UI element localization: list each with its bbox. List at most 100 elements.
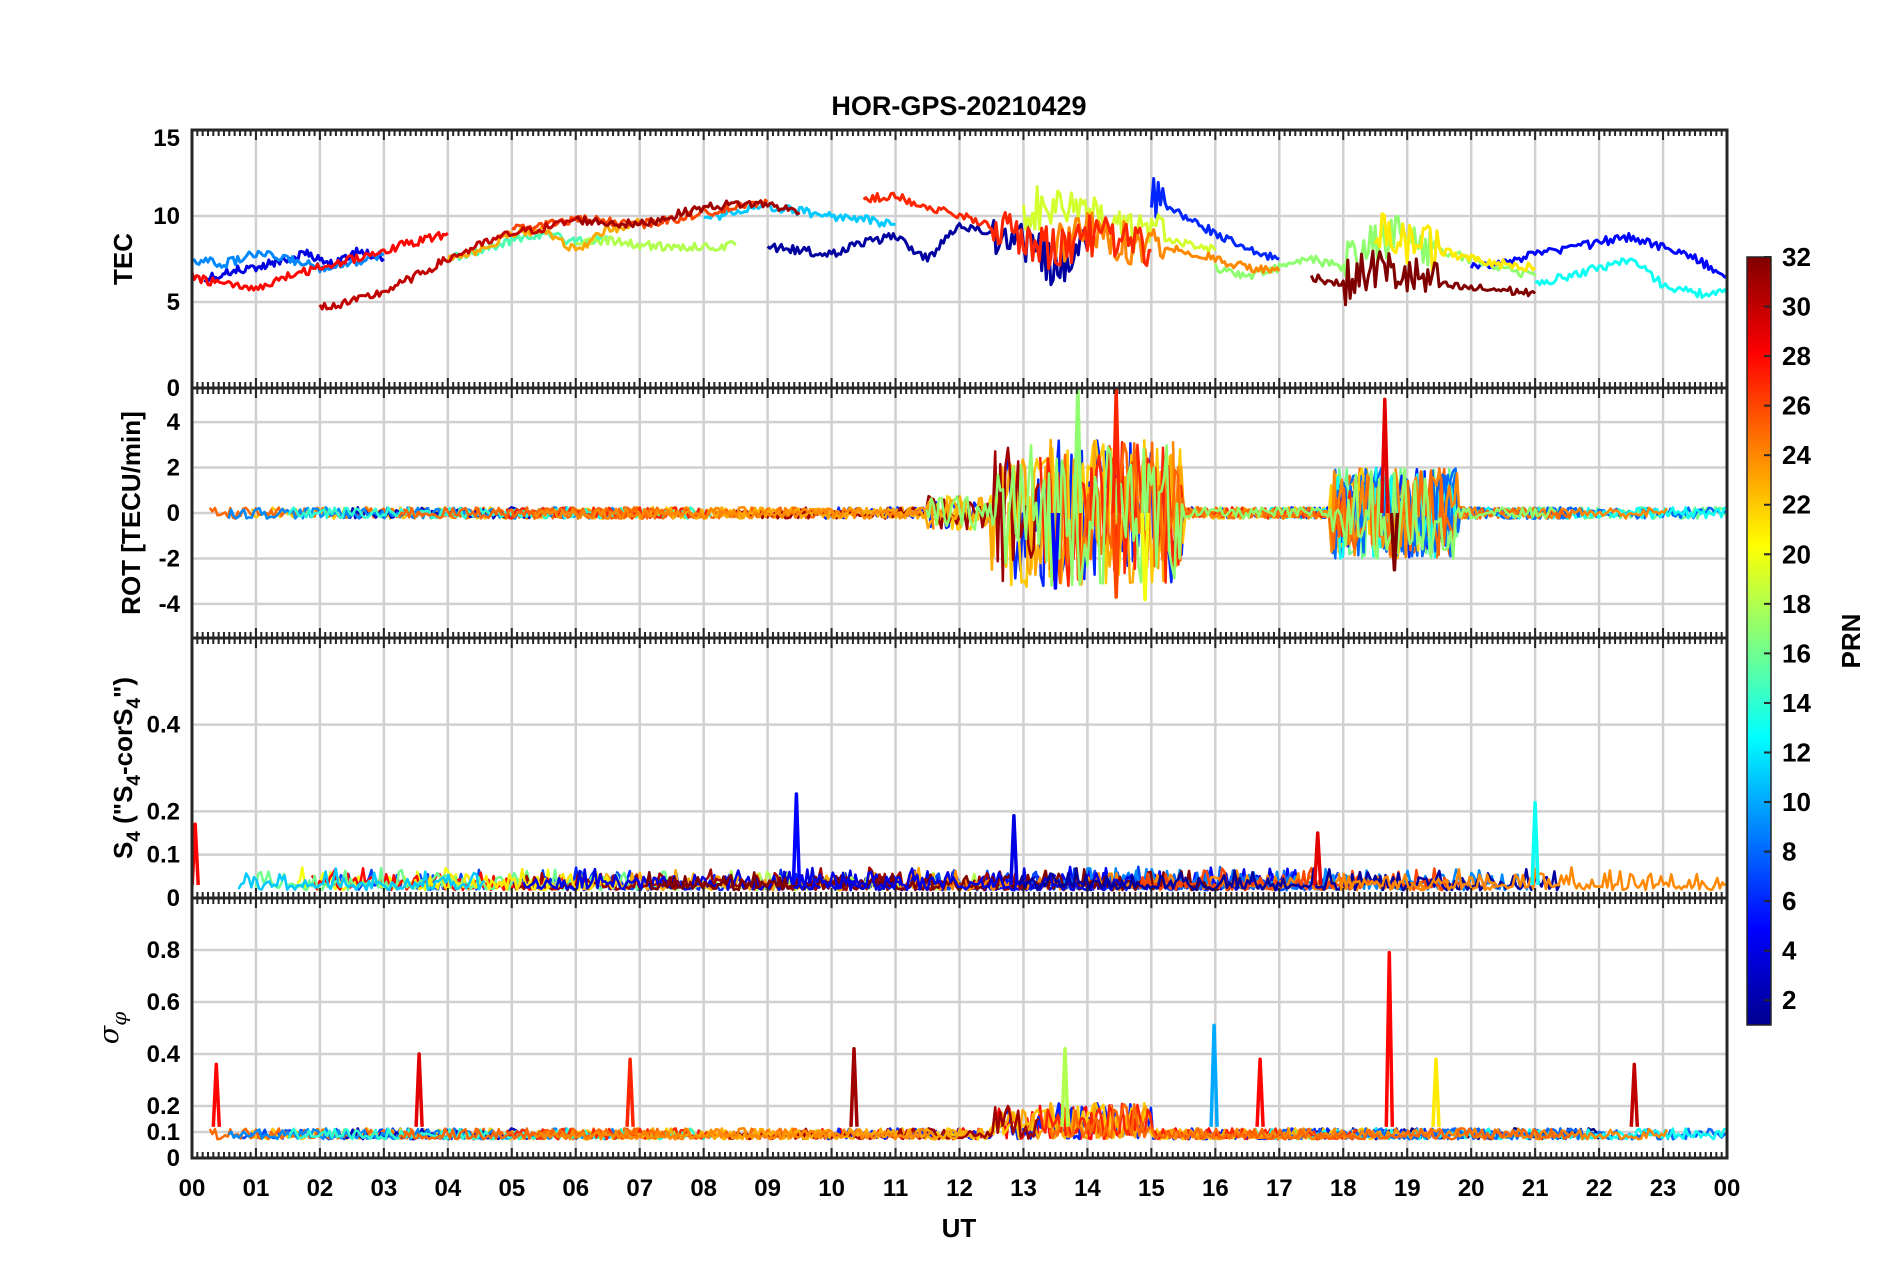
sigma-phi-y-tick-label: 0.4 — [147, 1041, 181, 1068]
sigma-phi-peak — [1629, 1062, 1640, 1127]
colorbar-tick-label: 14 — [1782, 688, 1811, 718]
colorbar-tick-label: 26 — [1782, 391, 1811, 421]
sigma-phi-y-axis-label: σφ — [94, 1012, 131, 1044]
s4-peak — [1009, 813, 1019, 886]
tec-series-line — [1534, 257, 1727, 299]
rot-y-tick-label: 4 — [167, 409, 181, 436]
tec-series-line — [318, 217, 576, 311]
s4-trace — [1014, 867, 1561, 892]
colorbar-tick-label: 24 — [1782, 440, 1811, 470]
sigma-phi-y-tick-label: 0.8 — [147, 937, 180, 964]
tec-series-line — [575, 235, 737, 252]
rot-peak — [1389, 512, 1400, 572]
tec-series-line — [1022, 185, 1217, 255]
tec-series-line — [1149, 177, 1280, 261]
tec-panel: 15 10 5 0 — [153, 125, 1729, 402]
rot-y-tick-label: 0 — [167, 500, 180, 527]
rot-trace — [533, 501, 935, 530]
x-tick-label: 14 — [1074, 1175, 1101, 1202]
tec-series-line — [703, 202, 896, 228]
rot-peak — [1073, 388, 1083, 514]
x-tick-label: 00 — [1714, 1175, 1741, 1202]
x-tick-label: 08 — [690, 1175, 717, 1202]
colorbar-tick-label: 12 — [1782, 737, 1811, 767]
tec-y-tick-label: 15 — [153, 125, 180, 152]
rot-peak — [1111, 512, 1121, 599]
rot-trace — [729, 438, 1317, 587]
sigma-phi-trace — [533, 1127, 935, 1141]
sigma-phi-trace — [1048, 1103, 1573, 1141]
rot-peak — [1111, 388, 1121, 514]
colorbar-tick-label: 8 — [1782, 837, 1796, 867]
tec-y-axis-label: TEC — [108, 233, 138, 285]
tec-y-tick-label: 10 — [153, 203, 180, 230]
colorbar-tick-label: 20 — [1782, 539, 1811, 569]
colorbar-tick-label: 16 — [1782, 638, 1811, 668]
tec-series-line — [1469, 232, 1727, 279]
sigma-phi-y-tick-label: 0.1 — [147, 1119, 180, 1146]
s4-peak — [791, 792, 802, 886]
s4-y-axis-label: S4 ("S4-corS4") — [108, 677, 145, 859]
x-tick-label: 00 — [179, 1175, 206, 1202]
x-tick-label: 04 — [434, 1175, 461, 1202]
colorbar-tick-label: 10 — [1782, 787, 1811, 817]
tec-series-line — [574, 199, 801, 229]
s4-trace — [793, 867, 1136, 892]
x-tick-label: 10 — [818, 1175, 845, 1202]
colorbar-tick-label: 6 — [1782, 886, 1796, 916]
s4-y-tick-label: 0.4 — [147, 712, 181, 739]
colorbar-tick-label: 22 — [1782, 490, 1811, 520]
x-tick-label: 03 — [371, 1175, 398, 1202]
x-axis-label: UT — [942, 1213, 977, 1243]
rot-trace — [925, 444, 1557, 587]
colorbar-tick-label: 28 — [1782, 341, 1811, 371]
x-tick-label: 11 — [883, 1175, 908, 1202]
tec-y-tick-label: 0 — [167, 375, 180, 402]
sigma-phi-y-tick-label: 0 — [167, 1145, 180, 1172]
colorbar-tick-label: 4 — [1782, 936, 1797, 966]
s4-y-tick-label: 0.1 — [147, 842, 180, 869]
x-tick-label: 01 — [243, 1175, 270, 1202]
x-tick-label: 12 — [946, 1175, 973, 1202]
sigma-phi-peak — [211, 1062, 222, 1127]
rot-y-tick-label: -2 — [159, 545, 180, 572]
sigma-phi-panel: 0.8 0.6 0.4 0.20.10 — [147, 896, 1729, 1172]
sigma-phi-y-tick-label: 0.2 — [147, 1093, 180, 1120]
tec-series-line — [1373, 212, 1537, 273]
x-tick-label: 22 — [1586, 1175, 1613, 1202]
s4-trace — [237, 867, 486, 892]
x-tick-label: 02 — [307, 1175, 334, 1202]
colorbar-gradient — [1746, 256, 1772, 1026]
x-tick-label: 21 — [1522, 1175, 1549, 1202]
svg-text:σφ: σφ — [94, 1012, 131, 1044]
svg-text:S4 ("S4-corS4"): S4 ("S4-corS4") — [108, 677, 145, 859]
x-tick-label: 13 — [1010, 1175, 1037, 1202]
s4-y-tick-label: 0 — [167, 885, 180, 912]
sigma-phi-peak — [414, 1052, 424, 1127]
tec-y-tick-label: 5 — [167, 289, 180, 316]
sigma-phi-trace — [398, 1127, 676, 1141]
rot-peak — [1380, 397, 1390, 514]
rot-trace — [397, 506, 676, 520]
s4-peak — [1312, 831, 1323, 886]
s4-panel: 0.4 0.2 0.1 0 — [147, 636, 1729, 912]
x-tick-label: 06 — [562, 1175, 589, 1202]
rot-panel: 4 2 0 -2 -4 — [159, 386, 1729, 640]
tec-series-line — [192, 231, 449, 292]
rot-y-axis-label: ROT [TECU/min] — [116, 411, 146, 615]
s4-y-tick-label: 0.2 — [147, 798, 180, 825]
chart-title: HOR-GPS-20210429 — [831, 91, 1086, 121]
s4-peak — [1530, 800, 1540, 886]
sigma-phi-peak — [1209, 1023, 1219, 1127]
colorbar-tick-label: 2 — [1782, 985, 1796, 1015]
sigma-phi-peak — [625, 1057, 635, 1127]
colorbar: 32 30 28 26 24 22 20 18 16 14 12 10 8 6 4 2 PRN — [1746, 242, 1866, 1026]
sigma-phi-peak — [1431, 1057, 1441, 1127]
tec-series-line — [203, 246, 385, 283]
rot-y-tick-label: 2 — [167, 455, 180, 482]
x-tick-label: 20 — [1458, 1175, 1485, 1202]
tec-series-line — [862, 191, 1152, 271]
rot-peak — [1050, 512, 1061, 590]
x-tick-label: 19 — [1394, 1175, 1421, 1202]
x-tick-label: 16 — [1202, 1175, 1229, 1202]
